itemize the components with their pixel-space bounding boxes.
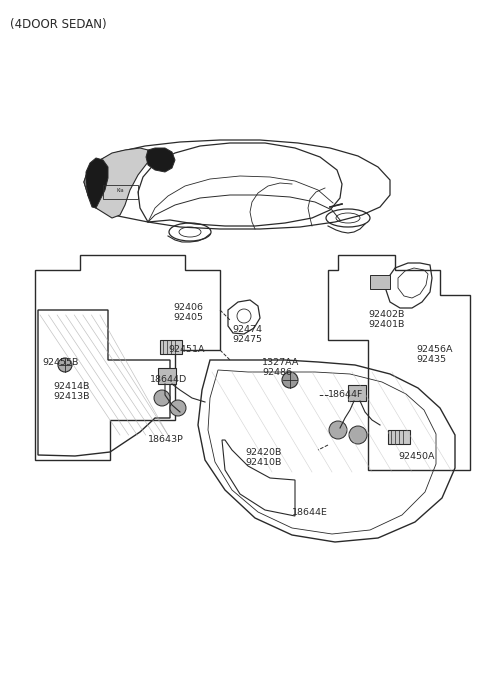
Text: 18644E: 18644E (292, 508, 328, 517)
Text: 92475: 92475 (232, 335, 262, 344)
Polygon shape (146, 148, 175, 172)
Text: 92405: 92405 (173, 313, 203, 322)
Circle shape (349, 426, 367, 444)
Text: 92486: 92486 (262, 368, 292, 377)
Circle shape (154, 390, 170, 406)
Bar (370, 275, 390, 289)
Circle shape (329, 421, 347, 439)
Polygon shape (84, 148, 148, 218)
Bar (388, 430, 410, 444)
Bar (348, 385, 366, 401)
Text: 92455B: 92455B (42, 358, 78, 367)
Text: 18644F: 18644F (328, 390, 363, 399)
Text: 18644D: 18644D (150, 375, 187, 384)
Text: 92401B: 92401B (368, 320, 404, 329)
Bar (103, 185, 138, 199)
Circle shape (170, 400, 186, 416)
Text: Kia: Kia (116, 189, 124, 193)
Circle shape (58, 358, 72, 372)
Text: 92414B: 92414B (53, 382, 89, 391)
Text: 18643P: 18643P (148, 435, 184, 444)
Text: 92474: 92474 (232, 325, 262, 334)
Bar (160, 340, 182, 354)
Bar (158, 368, 176, 384)
Text: 92410B: 92410B (245, 458, 281, 467)
Circle shape (237, 309, 251, 323)
Text: 92451A: 92451A (168, 345, 204, 354)
Text: 92413B: 92413B (53, 392, 89, 401)
Circle shape (282, 372, 298, 388)
Text: 92420B: 92420B (245, 448, 281, 457)
Text: 1327AA: 1327AA (262, 358, 300, 367)
Text: 92435: 92435 (416, 355, 446, 364)
Text: 92406: 92406 (173, 303, 203, 312)
Text: 92456A: 92456A (416, 345, 453, 354)
Text: (4DOOR SEDAN): (4DOOR SEDAN) (10, 18, 107, 31)
Text: 92450A: 92450A (398, 452, 434, 461)
Text: 92402B: 92402B (368, 310, 404, 319)
Polygon shape (86, 158, 108, 208)
